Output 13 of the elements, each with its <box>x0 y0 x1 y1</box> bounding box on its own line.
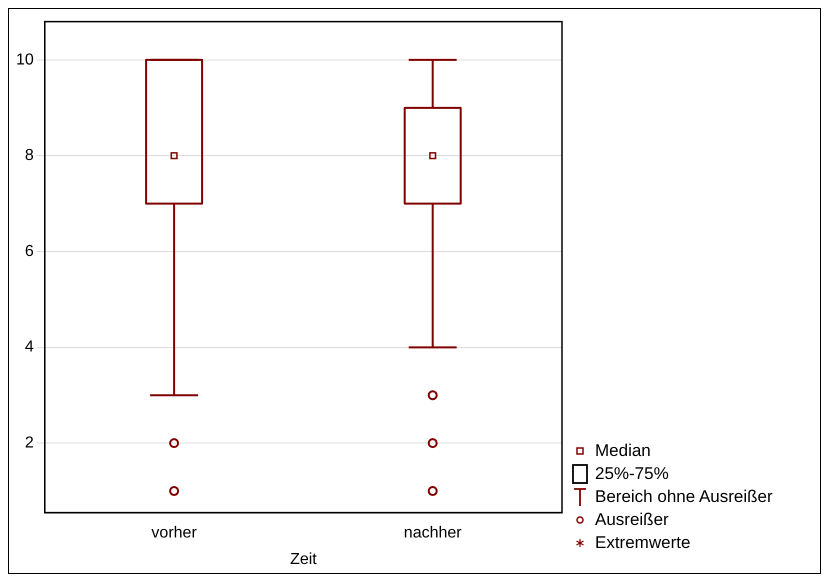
y-tick-label: 4 <box>24 338 34 356</box>
y-tick-label: 10 <box>16 51 34 68</box>
y-tick-label: 6 <box>24 242 34 260</box>
text: Bereich ohne Ausreißer <box>595 486 773 506</box>
text: Ausreißer <box>595 510 669 530</box>
text: 25%-75% <box>595 464 669 484</box>
x-tick-label: vorher <box>151 524 198 542</box>
y-tick-label: 8 <box>24 147 34 164</box>
y-tick-label: 2 <box>24 434 34 452</box>
text: Extremwerte <box>595 532 690 552</box>
text: Median <box>595 440 651 460</box>
x-axis-title: Zeit <box>290 550 318 568</box>
x-tick-label: nachher <box>404 524 462 542</box>
